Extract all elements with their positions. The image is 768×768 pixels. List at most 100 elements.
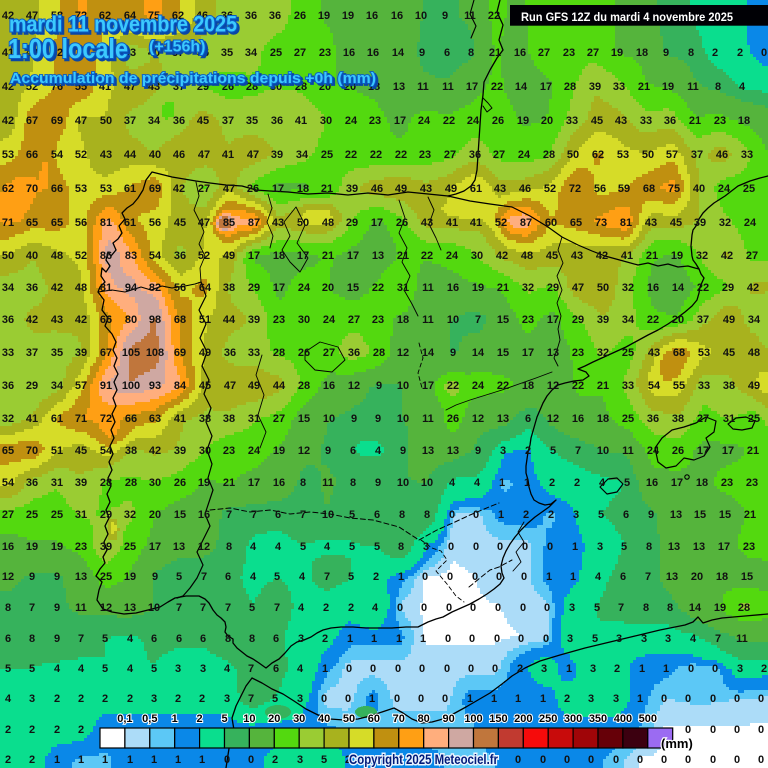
svg-text:42: 42 <box>26 314 38 326</box>
svg-text:17: 17 <box>272 183 284 195</box>
svg-text:17: 17 <box>297 250 309 262</box>
svg-text:1: 1 <box>172 713 178 725</box>
svg-text:5: 5 <box>151 663 157 675</box>
svg-text:38: 38 <box>672 413 684 425</box>
svg-text:4: 4 <box>250 541 257 553</box>
svg-text:51: 51 <box>199 314 211 326</box>
svg-text:36: 36 <box>26 477 38 489</box>
svg-text:17: 17 <box>697 445 709 457</box>
svg-text:42: 42 <box>596 250 608 262</box>
svg-text:20: 20 <box>691 571 703 583</box>
svg-text:30: 30 <box>298 314 310 326</box>
svg-text:16: 16 <box>367 47 379 59</box>
svg-text:36: 36 <box>348 347 360 359</box>
svg-text:13: 13 <box>666 571 678 583</box>
svg-text:0: 0 <box>710 693 716 705</box>
svg-text:60: 60 <box>545 217 557 229</box>
svg-text:41: 41 <box>295 115 307 127</box>
svg-text:27: 27 <box>444 149 456 161</box>
svg-text:16: 16 <box>323 380 335 392</box>
svg-text:91: 91 <box>100 380 112 392</box>
svg-text:18: 18 <box>636 47 648 59</box>
svg-text:52: 52 <box>198 250 210 262</box>
svg-text:15: 15 <box>347 282 359 294</box>
svg-text:13: 13 <box>670 509 682 521</box>
svg-text:2: 2 <box>614 663 620 675</box>
svg-text:62: 62 <box>2 183 14 195</box>
svg-text:5: 5 <box>221 713 227 725</box>
svg-text:29: 29 <box>346 217 358 229</box>
svg-text:46: 46 <box>196 10 208 22</box>
svg-text:87: 87 <box>248 217 260 229</box>
svg-text:4: 4 <box>54 663 61 675</box>
svg-text:53: 53 <box>75 183 87 195</box>
svg-text:36: 36 <box>2 380 14 392</box>
svg-text:28: 28 <box>246 81 258 93</box>
svg-text:4: 4 <box>595 571 602 583</box>
svg-text:34: 34 <box>748 314 761 326</box>
svg-text:1: 1 <box>127 754 133 766</box>
svg-text:50: 50 <box>567 149 579 161</box>
svg-text:6: 6 <box>275 509 281 521</box>
svg-text:49: 49 <box>445 183 457 195</box>
svg-text:9: 9 <box>376 380 382 392</box>
svg-text:25: 25 <box>100 571 112 583</box>
svg-text:0: 0 <box>470 602 476 614</box>
svg-text:29: 29 <box>26 380 38 392</box>
svg-text:2: 2 <box>29 724 35 736</box>
svg-text:40: 40 <box>148 47 160 59</box>
svg-text:1: 1 <box>398 571 404 583</box>
svg-text:54: 54 <box>2 477 15 489</box>
svg-text:9: 9 <box>648 509 654 521</box>
svg-text:0: 0 <box>734 754 740 766</box>
svg-text:7: 7 <box>225 602 231 614</box>
svg-text:53: 53 <box>100 183 112 195</box>
svg-text:21: 21 <box>747 445 759 457</box>
svg-text:3: 3 <box>597 541 603 553</box>
svg-text:57: 57 <box>75 380 87 392</box>
svg-text:0: 0 <box>467 754 473 766</box>
svg-text:24: 24 <box>472 380 485 392</box>
svg-text:1: 1 <box>572 541 578 553</box>
svg-text:16: 16 <box>572 413 584 425</box>
svg-text:13: 13 <box>547 347 559 359</box>
svg-text:6: 6 <box>151 633 157 645</box>
svg-text:23: 23 <box>743 541 755 553</box>
svg-text:8: 8 <box>226 541 232 553</box>
svg-text:0: 0 <box>468 663 474 675</box>
svg-text:0: 0 <box>418 693 424 705</box>
svg-text:36: 36 <box>469 149 481 161</box>
svg-text:83: 83 <box>125 250 137 262</box>
svg-text:19: 19 <box>714 602 726 614</box>
svg-text:17: 17 <box>671 477 683 489</box>
svg-text:6: 6 <box>176 633 182 645</box>
svg-text:33: 33 <box>2 347 14 359</box>
svg-text:0: 0 <box>588 754 594 766</box>
svg-text:9: 9 <box>325 445 331 457</box>
svg-text:32: 32 <box>719 217 731 229</box>
svg-text:75: 75 <box>148 10 160 22</box>
svg-text:22: 22 <box>447 380 459 392</box>
svg-text:0: 0 <box>613 754 619 766</box>
svg-text:8: 8 <box>249 633 255 645</box>
svg-text:7: 7 <box>324 571 330 583</box>
svg-text:12: 12 <box>397 347 409 359</box>
svg-text:21: 21 <box>321 183 333 195</box>
svg-text:16: 16 <box>343 47 355 59</box>
svg-text:7: 7 <box>715 633 721 645</box>
svg-text:5: 5 <box>274 571 280 583</box>
svg-text:26: 26 <box>298 347 310 359</box>
svg-text:1: 1 <box>442 754 448 766</box>
svg-text:14: 14 <box>515 81 528 93</box>
svg-text:17: 17 <box>547 314 559 326</box>
svg-text:39: 39 <box>271 149 283 161</box>
svg-text:21: 21 <box>489 47 501 59</box>
svg-text:19: 19 <box>342 10 354 22</box>
svg-text:36: 36 <box>664 115 676 127</box>
svg-text:53: 53 <box>2 149 14 161</box>
svg-text:3: 3 <box>588 693 594 705</box>
svg-text:0: 0 <box>321 693 327 705</box>
svg-text:36: 36 <box>197 47 209 59</box>
svg-text:27: 27 <box>198 183 210 195</box>
svg-text:18: 18 <box>368 81 380 93</box>
